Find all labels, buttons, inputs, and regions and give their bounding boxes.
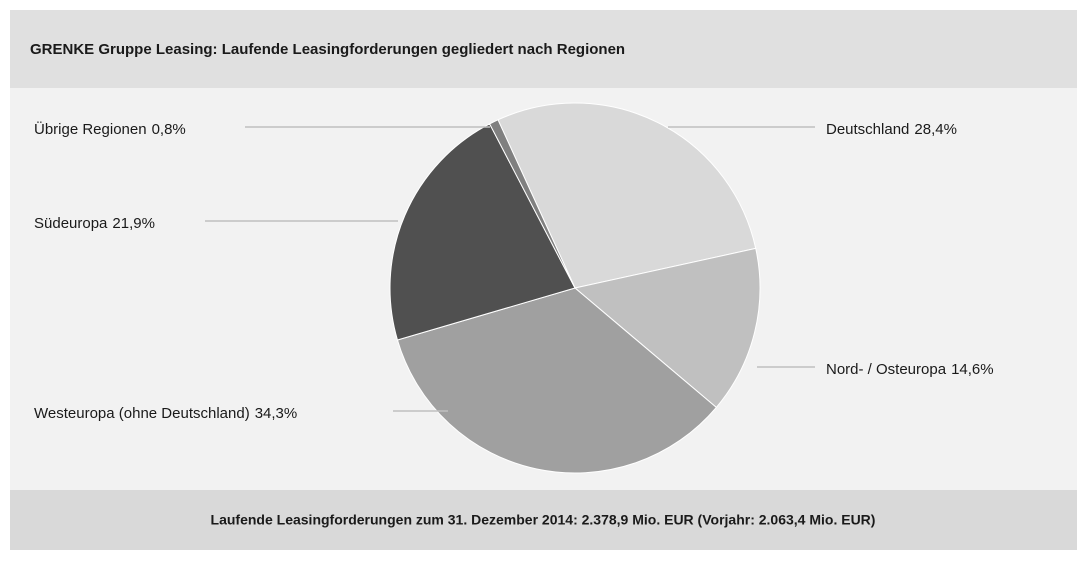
slice-label-name: Westeuropa (ohne Deutschland) <box>34 405 250 422</box>
slice-label-name: Übrige Regionen <box>34 120 147 138</box>
slice-label-value: 34,3% <box>255 405 298 422</box>
slice-label-value: 14,6% <box>951 361 994 378</box>
pie-slice <box>396 287 718 474</box>
slice-label: Südeuropa 21,9% <box>34 215 155 232</box>
slice-label-name: Nord- / Osteuropa <box>826 361 947 378</box>
slice-label: Deutschland 28,4% <box>826 121 957 138</box>
slice-label: Westeuropa (ohne Deutschland) 34,3% <box>34 405 297 422</box>
slice-label: Nord- / Osteuropa 14,6% <box>826 361 994 378</box>
slice-label: Übrige Regionen 0,8% <box>34 120 186 138</box>
pie-slice <box>488 119 576 289</box>
chart-title: GRENKE Gruppe Leasing: Laufende Leasingf… <box>30 41 625 58</box>
header-band <box>10 10 1077 88</box>
slice-label-name: Deutschland <box>826 121 909 138</box>
slice-label-name: Südeuropa <box>34 215 108 232</box>
slice-label-value: 0,8% <box>152 121 186 138</box>
slice-label-value: 21,9% <box>112 215 155 232</box>
footer-band <box>10 490 1077 550</box>
pie-slice <box>389 123 576 341</box>
slice-label-value: 28,4% <box>914 121 957 138</box>
footnote: Laufende Leasingforderungen zum 31. Deze… <box>211 512 876 528</box>
pie-slice <box>497 102 757 289</box>
pie-slice <box>573 247 761 409</box>
